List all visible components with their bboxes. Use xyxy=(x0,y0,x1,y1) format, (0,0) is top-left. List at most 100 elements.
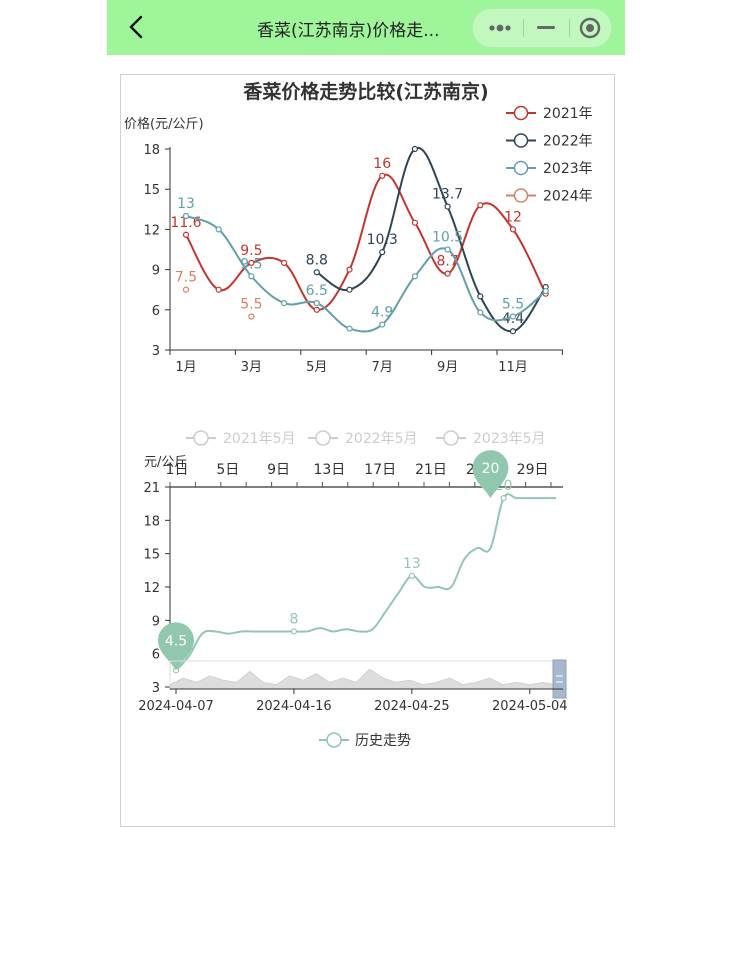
y-tick-label: 18 xyxy=(143,514,160,529)
legend-label: 2023年 xyxy=(543,161,593,177)
data-point xyxy=(248,259,255,266)
data-point xyxy=(500,495,507,502)
data-point xyxy=(313,269,320,276)
data-point xyxy=(346,266,353,273)
data-point xyxy=(248,313,255,320)
legend-label: 历史走势 xyxy=(355,733,411,749)
legend-label: 2021年5月 xyxy=(223,431,296,447)
y-tick-label: 9 xyxy=(152,264,160,279)
data-point xyxy=(411,273,418,280)
data-point xyxy=(379,172,386,179)
target-close-icon xyxy=(579,17,601,39)
x-tick-label: 11月 xyxy=(498,360,528,375)
legend-item: 2023年 xyxy=(506,160,593,177)
legend-marker xyxy=(513,188,529,203)
legend-item: 2021年 xyxy=(506,105,593,122)
data-point xyxy=(477,309,484,316)
data-label: 8.7 xyxy=(436,254,458,270)
data-label: 8 xyxy=(289,611,298,627)
data-label: 9.5 xyxy=(240,256,262,272)
more-dots-icon xyxy=(489,24,511,32)
x-tick-label: 1月 xyxy=(175,360,196,375)
page-title: 香菜(江苏南京)价格走... xyxy=(257,21,440,41)
legend-label: 2024年 xyxy=(543,189,593,205)
bottom-x-tick-label: 2024-04-07 xyxy=(138,699,214,714)
data-zoom-slider xyxy=(169,659,567,699)
back-arrow-icon[interactable] xyxy=(125,14,151,40)
y-tick-label: 6 xyxy=(152,304,160,319)
nav-bar: 香菜(江苏南京)价格走... xyxy=(107,0,625,55)
pin-label: 20 xyxy=(482,461,500,477)
data-label: 13 xyxy=(403,556,421,572)
data-label: 4.9 xyxy=(371,305,393,321)
data-point xyxy=(182,286,190,293)
data-label: 12 xyxy=(504,209,522,225)
data-label: 7.5 xyxy=(175,270,197,286)
data-point xyxy=(182,212,190,220)
data-label: 9.5 xyxy=(240,243,262,259)
y-axis-label: 价格(元/公斤) xyxy=(124,116,204,132)
value-pin-marker: 20 xyxy=(472,450,509,499)
capsule-menu xyxy=(472,8,612,48)
legend-label: 2021年 xyxy=(543,106,593,122)
data-point xyxy=(542,287,549,295)
data-point xyxy=(444,270,451,277)
chart-frame xyxy=(120,74,615,827)
history-line xyxy=(175,493,556,672)
y-tick-label: 18 xyxy=(143,143,160,158)
close-button[interactable] xyxy=(567,9,613,47)
y-tick-label: 3 xyxy=(152,344,160,359)
y-tick-label: 12 xyxy=(143,223,160,238)
data-point xyxy=(408,572,415,579)
data-point xyxy=(313,300,320,307)
data-label: 6.5 xyxy=(306,283,328,299)
data-label: 13.7 xyxy=(432,187,463,203)
minimize-button[interactable] xyxy=(523,9,569,47)
zoom-preview xyxy=(169,668,557,690)
legend-label: 2022年5月 xyxy=(345,431,418,447)
pin-label: 4.5 xyxy=(165,633,187,649)
y-tick-label: 3 xyxy=(152,681,160,696)
data-point xyxy=(411,145,418,153)
top-x-tick-label: 9日 xyxy=(267,462,290,478)
data-label: 10.3 xyxy=(367,232,398,248)
top-x-tick-label: 13日 xyxy=(313,462,345,478)
y-tick-label: 9 xyxy=(152,614,160,629)
y-tick-label: 6 xyxy=(152,648,160,663)
data-point xyxy=(313,306,320,313)
pin-shape xyxy=(158,622,194,671)
legend-marker xyxy=(193,430,209,446)
data-point xyxy=(281,259,288,266)
legend-label: 2023年5月 xyxy=(473,431,546,447)
top-x-tick-label: 21日 xyxy=(415,462,447,478)
top-x-tick-label: 29日 xyxy=(517,462,549,478)
legend-marker xyxy=(315,430,331,446)
value-pin-marker: 4.5 xyxy=(158,622,194,671)
data-label: 8.8 xyxy=(306,252,328,268)
data-point xyxy=(290,628,298,635)
bottom-x-tick-label: 2024-04-16 xyxy=(256,699,332,714)
zoom-handle[interactable] xyxy=(552,659,567,699)
legend-marker xyxy=(513,160,529,176)
data-label: 13 xyxy=(177,196,195,212)
legend-label: 2022年 xyxy=(543,134,593,150)
legend-item: 2024年 xyxy=(506,188,593,205)
data-label: 5.5 xyxy=(502,297,524,313)
data-point xyxy=(215,226,222,233)
data-label: 5.5 xyxy=(240,297,262,313)
data-point xyxy=(346,286,353,293)
data-label: 10.5 xyxy=(432,230,463,246)
data-point xyxy=(215,286,222,293)
more-button[interactable] xyxy=(477,9,523,47)
minimize-icon xyxy=(537,26,555,29)
legend-marker xyxy=(326,732,342,748)
top-x-tick-label: 1日 xyxy=(166,462,189,478)
data-point xyxy=(477,293,484,300)
data-point xyxy=(444,246,451,253)
x-tick-label: 9月 xyxy=(437,360,458,375)
data-point xyxy=(477,202,484,209)
x-tick-label: 5月 xyxy=(306,360,327,375)
pin-shape xyxy=(472,450,509,499)
data-point xyxy=(346,325,353,332)
